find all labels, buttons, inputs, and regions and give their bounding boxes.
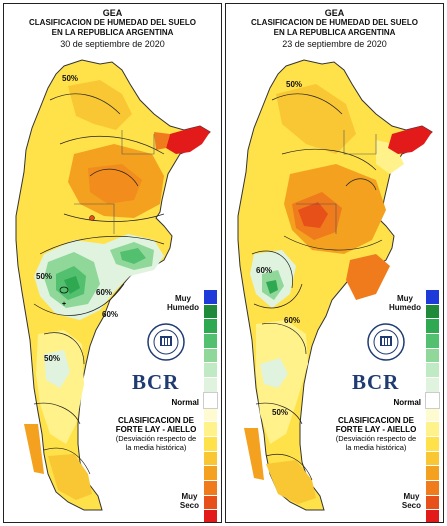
org-label: GEA xyxy=(102,8,123,18)
legend-swatch xyxy=(204,510,217,522)
contour-label: 60% xyxy=(102,310,119,319)
legend-bottom-label: Muy Seco xyxy=(179,492,199,510)
legend-swatch xyxy=(426,436,439,452)
contour-label: 50% xyxy=(272,408,289,417)
color-legend xyxy=(203,290,218,522)
map-header: GEA CLASIFICACION DE HUMEDAD DEL SUELO E… xyxy=(4,8,221,49)
title-line-1: CLASIFICACION DE HUMEDAD DEL SUELO xyxy=(251,18,418,27)
legend-swatch xyxy=(204,319,217,335)
color-legend xyxy=(425,290,440,522)
bcr-logo: BCR xyxy=(132,370,180,394)
legend-top-label: Muy Humedo xyxy=(389,294,421,312)
org-label: GEA xyxy=(324,8,345,18)
legend-bottom-label: Muy Seco xyxy=(401,492,421,510)
legend-swatch xyxy=(204,480,217,496)
legend-swatch xyxy=(204,334,217,349)
map-header: GEA CLASIFICACION DE HUMEDAD DEL SUELO E… xyxy=(226,8,443,49)
legend-swatch xyxy=(203,391,218,409)
legend-normal-label: Normal xyxy=(393,398,421,407)
svg-text:+: + xyxy=(62,301,66,308)
contour-label: 60% xyxy=(96,288,113,297)
title-line-1: CLASIFICACION DE HUMEDAD DEL SUELO xyxy=(29,18,196,27)
legend-swatch xyxy=(426,422,439,437)
legend-swatch xyxy=(426,480,439,496)
contour-label: 60% xyxy=(256,266,273,275)
contour-label: 50% xyxy=(62,74,79,83)
legend-swatch xyxy=(204,290,217,305)
contour-label: 50% xyxy=(286,80,303,89)
legend-swatch xyxy=(426,290,439,305)
legend-swatch xyxy=(426,451,439,467)
legend-swatch xyxy=(426,334,439,349)
contour-label: 50% xyxy=(36,272,53,281)
legend-swatch xyxy=(426,466,439,481)
map-panel-sept-23: GEA CLASIFICACION DE HUMEDAD DEL SUELO E… xyxy=(225,3,444,523)
legend-top-label: Muy Humedo xyxy=(167,294,199,312)
bcr-seal-icon xyxy=(366,322,406,367)
classification-note: CLASIFICACION DE FORTE LAY - AIELLO (Des… xyxy=(115,416,197,452)
bcr-seal-icon xyxy=(146,322,186,367)
legend-swatch xyxy=(204,495,217,511)
legend-swatch xyxy=(204,348,217,364)
argentina-map-right xyxy=(237,59,433,511)
legend-swatch xyxy=(426,378,439,393)
legend-swatch xyxy=(426,495,439,511)
legend-normal-label: Normal xyxy=(171,398,199,407)
legend-swatch xyxy=(204,407,217,423)
legend-swatch xyxy=(204,436,217,452)
contour-label: 50% xyxy=(44,354,61,363)
title-line-2: EN LA REPUBLICA ARGENTINA xyxy=(273,28,396,37)
legend-swatch xyxy=(204,466,217,481)
map-date: 30 de septiembre de 2020 xyxy=(60,39,165,49)
legend-swatch xyxy=(426,304,439,320)
legend-swatch xyxy=(425,391,440,409)
legend-swatch xyxy=(204,378,217,393)
legend-swatch xyxy=(426,319,439,335)
map-date: 23 de septiembre de 2020 xyxy=(282,39,387,49)
legend-swatch xyxy=(204,304,217,320)
legend-swatch xyxy=(426,407,439,423)
map-panel-sept-30: + GEA CLASIFICACION DE HUMEDAD DEL SUELO… xyxy=(3,3,222,523)
argentina-map-left: + xyxy=(15,59,211,511)
legend-swatch xyxy=(426,510,439,522)
legend-swatch xyxy=(204,363,217,379)
legend-swatch xyxy=(426,363,439,379)
title-line-2: EN LA REPUBLICA ARGENTINA xyxy=(51,28,174,37)
bcr-logo: BCR xyxy=(352,370,400,394)
legend-swatch xyxy=(204,422,217,437)
contour-label: 60% xyxy=(284,316,301,325)
classification-note: CLASIFICACION DE FORTE LAY - AIELLO (Des… xyxy=(335,416,417,452)
legend-swatch xyxy=(204,451,217,467)
legend-swatch xyxy=(426,348,439,364)
